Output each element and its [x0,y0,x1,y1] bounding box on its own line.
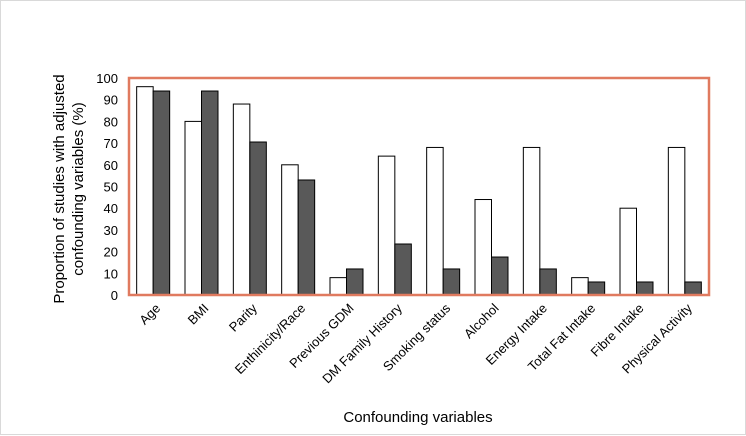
y-axis-title-line-1: Proportion of studies with adjusted [51,74,68,303]
y-tick-label: 60 [104,158,118,173]
y-axis-title-line-2: confounding variables (%) [70,102,87,275]
x-tick-label: Parity [226,300,260,334]
y-tick-label: 80 [104,114,118,129]
y-tick-label: 100 [96,71,118,86]
bar-series-1 [667,146,686,296]
y-tick-label: 0 [111,288,118,303]
bar-series-2 [684,281,702,296]
bar-series-2 [636,281,654,296]
bar-series-1 [377,155,396,296]
y-tick-label: 50 [104,180,118,195]
bar-series-1 [184,120,202,296]
bar-series-2 [491,256,509,296]
x-tick-label: Age [136,301,163,328]
bar-series-2 [442,268,461,296]
bar-series-2 [587,281,606,296]
y-tick-label: 40 [104,201,118,216]
bar-series-2 [539,268,557,296]
x-axis-title: Confounding variables [343,409,492,426]
plot-area-border [127,76,711,297]
bar-series-2 [201,90,219,296]
bar-series-2 [346,268,364,296]
bar-series-2 [297,179,316,296]
x-tick-label: Alcohol [461,300,502,341]
y-tick-label: 10 [104,266,118,281]
y-tick-label: 30 [104,223,118,238]
y-tick-label: 20 [104,245,118,260]
bar-series-2 [152,90,171,296]
bar-series-1 [426,146,444,296]
y-tick-label: 90 [104,93,118,108]
bars-group [136,86,702,296]
bar-series-1 [232,103,251,296]
bar-series-1 [522,146,541,296]
y-tick-label: 70 [104,136,118,151]
y-axis-ticks: 0 10 20 30 40 50 60 70 80 90 100 [96,71,118,303]
bar-series-1 [571,277,589,296]
bar-series-1 [281,164,299,296]
bar-series-1 [136,86,154,296]
bar-series-1 [474,199,492,296]
x-tick-label: BMI [185,301,212,328]
bar-series-1 [619,207,637,296]
bar-series-2 [249,141,267,296]
bar-series-2 [394,243,412,296]
bar-series-1 [329,277,347,296]
